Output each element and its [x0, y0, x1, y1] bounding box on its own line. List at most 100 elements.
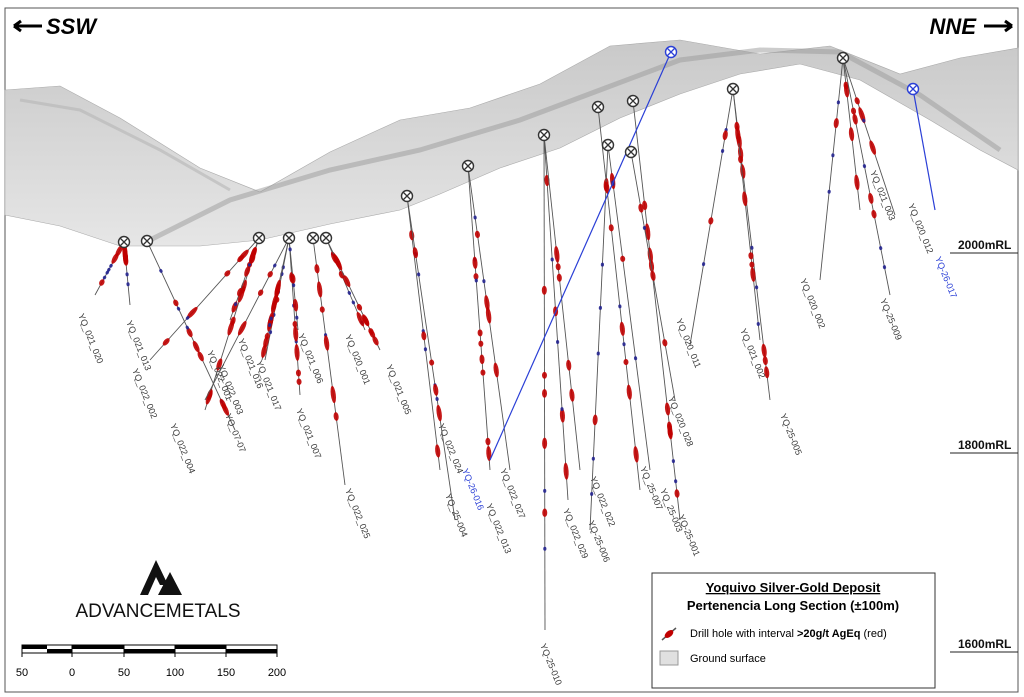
collar-cross: [309, 234, 317, 242]
collar-cross: [322, 234, 330, 242]
intercept: [369, 329, 376, 338]
drill-trace: [607, 144, 651, 471]
direction-right: NNE: [930, 14, 978, 39]
intercept: [848, 127, 855, 142]
assay-point: [268, 323, 272, 328]
intercept: [372, 336, 379, 346]
assay-point: [107, 267, 111, 272]
drill-trace: [912, 88, 936, 211]
intercept: [541, 371, 547, 379]
intercept: [293, 298, 299, 312]
intercept: [293, 325, 299, 342]
scale-label: 200: [268, 667, 286, 679]
drill-trace: [543, 134, 581, 471]
intercept: [295, 369, 301, 377]
assay-point: [423, 347, 428, 352]
assay-point: [591, 456, 595, 461]
intercept: [478, 340, 484, 347]
assay-point: [473, 215, 477, 220]
assay-point: [882, 265, 887, 270]
intercept: [708, 217, 714, 225]
logo-mark: [140, 560, 182, 595]
collar-cross: [729, 85, 737, 93]
assay-point: [268, 330, 273, 335]
drill-trace: [819, 57, 844, 281]
drill-trace: [288, 237, 301, 396]
intercept: [764, 366, 770, 379]
intercept: [230, 316, 236, 326]
intercept: [555, 263, 561, 271]
assay-point: [269, 316, 273, 321]
intercept: [290, 273, 296, 284]
logo: ADVANCEMETALS: [75, 560, 241, 622]
scale-label: 50: [16, 667, 28, 679]
intercept: [493, 362, 499, 378]
collar-cross: [839, 54, 847, 62]
collar-cross: [285, 234, 293, 242]
intercept: [294, 344, 300, 361]
assay-point: [633, 356, 638, 361]
intercept: [330, 385, 336, 404]
drill-trace: [597, 106, 641, 491]
intercept: [192, 340, 200, 353]
intercept: [173, 299, 179, 307]
assay-point: [622, 342, 626, 347]
elevation-label: 1800mRL: [958, 438, 1011, 452]
drill-trace: [632, 100, 681, 521]
drill-trace: [543, 134, 569, 501]
intercept: [854, 174, 860, 191]
intercept: [542, 437, 548, 450]
intercept: [633, 446, 639, 463]
collar-cross: [255, 234, 263, 242]
assay-point: [176, 306, 181, 311]
legend-drill-icon: [664, 630, 674, 638]
intercept: [267, 271, 273, 278]
legend-title: Yoquivo Silver-Gold Deposit: [706, 580, 881, 595]
legend-subtitle: Pertenencia Long Section (±100m): [687, 598, 899, 613]
intercept: [480, 369, 486, 376]
collar-cross: [464, 162, 472, 170]
intercept: [604, 181, 610, 194]
intercept: [541, 285, 547, 295]
intercept: [554, 245, 560, 263]
assay-point: [598, 305, 602, 310]
assay-point: [543, 488, 547, 493]
intercept: [750, 267, 756, 282]
intercept: [738, 155, 744, 164]
intercept: [261, 344, 267, 358]
scale-segment: [175, 645, 226, 649]
intercept: [623, 358, 629, 366]
intercept: [833, 117, 839, 129]
intercept: [197, 351, 204, 362]
assay-point: [720, 149, 725, 154]
assay-point: [560, 407, 564, 412]
intercept: [674, 489, 680, 498]
assay-point: [701, 262, 706, 267]
assay-point: [125, 272, 129, 277]
assay-point: [288, 247, 292, 252]
ground-surface: [4, 39, 1019, 247]
intercept: [749, 261, 755, 268]
intercept: [650, 270, 656, 281]
legend-drill: Drill hole with interval >20g/t AgEq (re…: [690, 628, 887, 640]
scale-segment: [72, 645, 124, 649]
scale-bar: 50 0 50 100 150 200: [16, 644, 286, 679]
drill-trace: [589, 144, 609, 531]
assay-point: [756, 321, 760, 326]
intercept: [237, 288, 243, 297]
assay-point: [862, 118, 866, 123]
legend-box: [651, 572, 936, 689]
collar-cross: [594, 103, 602, 111]
drill-trace: [489, 51, 672, 461]
intercept: [850, 107, 857, 115]
intercept: [237, 320, 247, 336]
intercept: [115, 244, 123, 257]
intercept: [761, 343, 767, 358]
intercept: [569, 388, 575, 402]
intercept: [748, 252, 754, 260]
assay-point: [126, 282, 130, 287]
assay-point: [590, 491, 594, 496]
assay-point: [295, 315, 299, 320]
intercept: [620, 255, 626, 262]
